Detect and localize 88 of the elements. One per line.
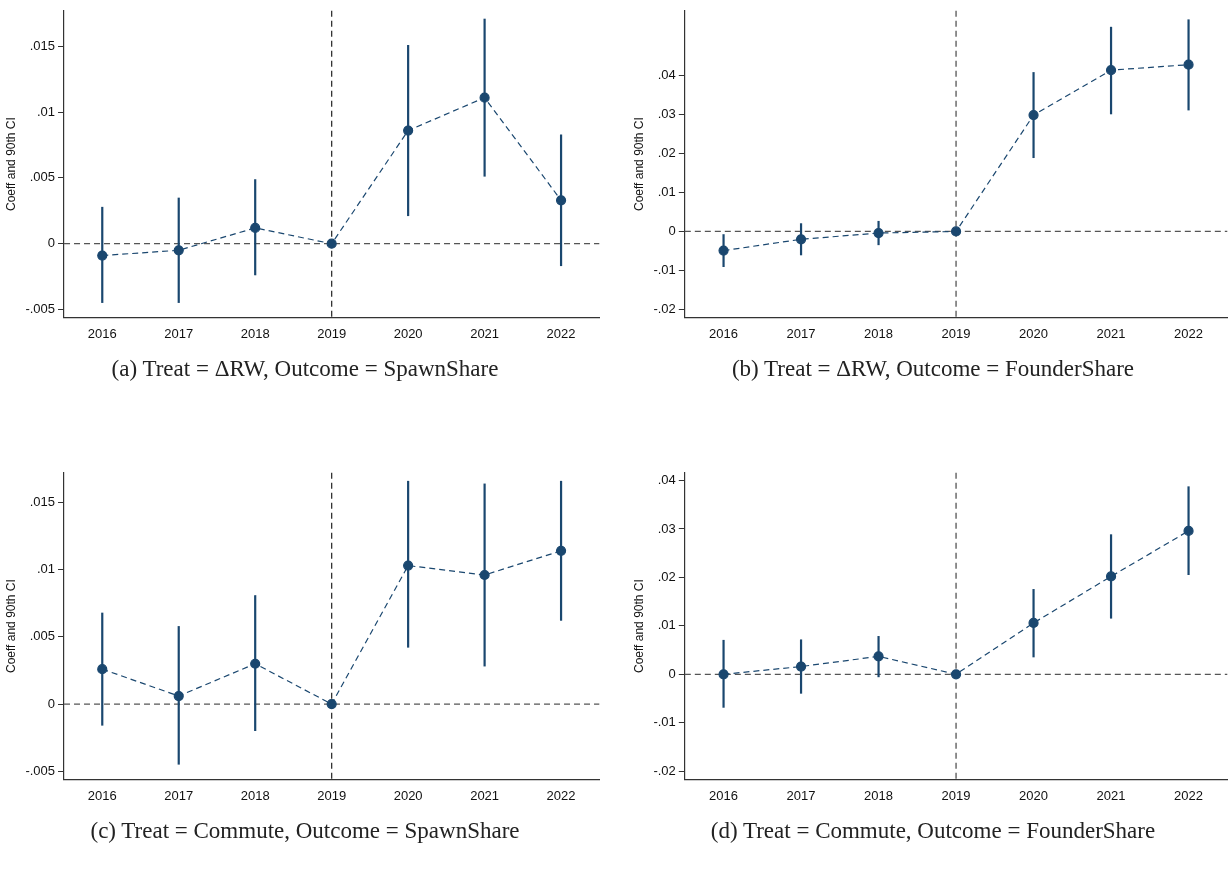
x-tick-label: 2019 — [317, 325, 347, 341]
x-tick-label: 2022 — [546, 787, 576, 803]
y-axis-title: Coeff and 90th CI — [3, 117, 18, 212]
x-tick-label: 2021 — [470, 787, 500, 803]
y-tick-label: .015 — [29, 37, 56, 53]
point — [555, 545, 567, 556]
x-tick-label: 2016 — [709, 787, 739, 803]
point — [795, 661, 807, 672]
x-tick-label: 2016 — [87, 325, 117, 341]
y-tick-label: -.02 — [653, 301, 676, 317]
y-tick-label: .04 — [657, 472, 676, 488]
point — [1183, 59, 1194, 70]
y-axis-title: Coeff and 90th CI — [631, 117, 646, 212]
x-tick-label: 2017 — [164, 325, 194, 341]
y-tick-label: -.005 — [25, 762, 56, 778]
x-tick-label: 2017 — [786, 325, 816, 341]
x-tick-label: 2019 — [941, 787, 971, 803]
y-tick-label: 0 — [47, 235, 56, 251]
x-tick-label: 2017 — [164, 787, 194, 803]
point — [1028, 109, 1039, 121]
x-tick-label: 2018 — [864, 787, 894, 803]
point — [555, 195, 567, 206]
x-tick-label: 2017 — [786, 787, 816, 803]
point — [718, 245, 729, 256]
y-tick-label: .01 — [36, 103, 56, 119]
x-tick-label: 2021 — [1096, 787, 1126, 803]
point — [403, 560, 414, 571]
point — [873, 651, 884, 662]
point — [250, 658, 261, 669]
y-tick-label: .005 — [29, 628, 56, 644]
point — [326, 238, 337, 249]
y-tick-label: .01 — [657, 183, 676, 199]
y-tick-label: .015 — [29, 493, 56, 509]
point — [173, 245, 184, 256]
text: (d) Treat = Commute, Outcome = FounderShare — [709, 818, 1157, 844]
y-tick-label: -.02 — [653, 762, 676, 778]
x-tick-label: 2020 — [1019, 325, 1049, 341]
point — [97, 664, 108, 675]
point — [950, 226, 962, 237]
point — [795, 234, 807, 245]
point — [1183, 525, 1194, 537]
x-tick-label: 2019 — [317, 787, 347, 803]
x-tick-label: 2018 — [864, 325, 894, 341]
x-tick-label: 2021 — [1096, 325, 1126, 341]
x-tick-label: 2022 — [1174, 787, 1204, 803]
y-axis-title: Coeff and 90th CI — [631, 579, 646, 674]
x-tick-label: 2019 — [941, 325, 971, 341]
y-tick-label: -.01 — [653, 714, 676, 730]
point — [97, 250, 108, 261]
y-tick-label: .03 — [657, 520, 676, 536]
y-tick-label: .04 — [657, 66, 676, 82]
x-tick-label: 2016 — [87, 787, 117, 803]
x-tick-label: 2021 — [470, 325, 500, 341]
text: (a) Treat = ΔRW, Outcome = SpawnShare — [110, 356, 500, 382]
text: (c) Treat = Commute, Outcome = SpawnShare — [89, 818, 521, 844]
y-tick-label: 0 — [47, 695, 56, 711]
x-tick-label: 2016 — [709, 325, 739, 341]
x-tick-label: 2018 — [240, 325, 270, 341]
x-tick-label: 2020 — [1019, 787, 1049, 803]
y-tick-label: .01 — [657, 617, 676, 633]
x-tick-label: 2020 — [393, 787, 423, 803]
point — [1105, 571, 1117, 582]
x-tick-label: 2018 — [240, 787, 270, 803]
y-tick-label: .02 — [657, 569, 676, 584]
point — [326, 699, 337, 710]
point — [1105, 65, 1117, 76]
point — [479, 569, 490, 581]
point — [1028, 617, 1039, 629]
point — [173, 690, 184, 702]
y-tick-label: 0 — [668, 665, 676, 681]
text: (b) Treat = ΔRW, Outcome = FounderShare — [730, 356, 1136, 382]
point — [479, 92, 490, 103]
y-tick-label: .02 — [657, 144, 676, 160]
y-tick-label: .01 — [36, 561, 56, 577]
y-tick-label: -.005 — [25, 301, 56, 317]
y-tick-label: -.01 — [653, 262, 676, 278]
y-tick-label: .03 — [657, 105, 676, 121]
y-axis-title: Coeff and 90th CI — [3, 579, 18, 674]
point — [250, 222, 261, 234]
y-tick-label: 0 — [668, 223, 676, 239]
x-tick-label: 2022 — [546, 325, 576, 341]
point — [950, 669, 962, 680]
y-tick-label: .005 — [29, 169, 56, 185]
x-tick-label: 2022 — [1174, 325, 1204, 341]
point — [873, 227, 884, 239]
x-tick-label: 2020 — [393, 325, 423, 341]
point — [403, 125, 414, 136]
point — [718, 669, 729, 680]
